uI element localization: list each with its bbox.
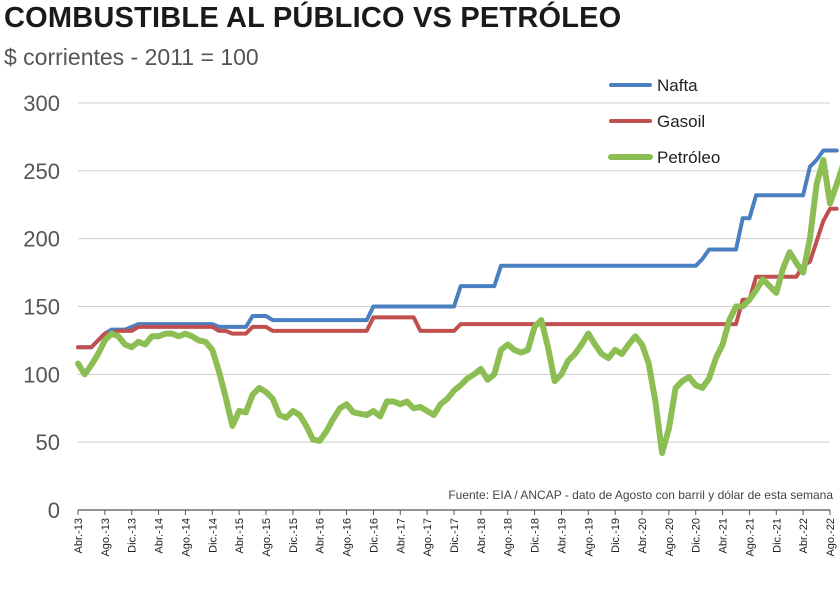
x-tick-label: Ago.-17	[422, 518, 434, 557]
x-tick-label: Dic.-21	[771, 518, 783, 553]
x-tick-label: Dic.-15	[288, 518, 300, 553]
x-tick-label: Dic.-13	[127, 518, 139, 553]
series-line-petroleo	[75, 157, 840, 456]
x-tick-label: Ago.-19	[583, 518, 595, 557]
x-tick-label: Abr.-21	[718, 518, 730, 553]
x-tick-label: Abr.-14	[154, 518, 166, 553]
y-tick-label: 300	[23, 91, 60, 116]
y-tick-label: 50	[36, 430, 60, 455]
x-tick-label: Ago.-13	[100, 518, 112, 557]
legend-label-petroleo: Petróleo	[657, 148, 720, 167]
x-tick-label: Dic.-20	[691, 518, 703, 553]
x-tick-label: Abr.-15	[234, 518, 246, 553]
y-tick-label: 0	[48, 498, 60, 523]
x-tick-label: Abr.-20	[637, 518, 649, 553]
x-tick-label: Ago.-16	[342, 518, 354, 557]
legend: Nafta Gasoil Petróleo	[608, 76, 720, 167]
series-line-nafta	[76, 148, 839, 350]
x-tick-label: Dic.-19	[610, 518, 622, 553]
x-axis-ticks: Abr.-13 Ago.-13 Dic.-13 Abr.-14 Ago.-14 Dic.-…	[73, 510, 837, 557]
x-tick-label: Abr.-19	[556, 518, 568, 553]
series-line-gasoil	[76, 206, 839, 350]
x-tick-label: Ago.-18	[503, 518, 515, 557]
x-tick-label: Dic.-16	[368, 518, 380, 553]
x-tick-label: Abr.-13	[73, 518, 85, 553]
x-tick-label: Abr.-17	[395, 518, 407, 553]
x-tick-label: Abr.-16	[315, 518, 327, 553]
y-tick-label: 250	[23, 159, 60, 184]
x-tick-label: Ago.-21	[744, 518, 756, 557]
y-axis-ticks: 0 50 100 150 200 250 300	[23, 91, 60, 523]
chart-subtitle: $ corrientes - 2011 = 100	[4, 44, 259, 70]
x-tick-label: Ago.-15	[261, 518, 273, 557]
x-tick-label: Abr.-22	[798, 518, 810, 553]
x-tick-label: Ago.-14	[180, 518, 192, 557]
chart-title: COMBUSTIBLE AL PÚBLICO VS PETRÓLEO	[4, 2, 622, 34]
series-lines	[75, 148, 840, 456]
x-tick-label: Dic.-17	[449, 518, 461, 553]
y-tick-label: 200	[23, 227, 60, 252]
x-tick-label: Ago.-22	[825, 518, 837, 557]
y-tick-label: 150	[23, 295, 60, 320]
y-tick-label: 100	[23, 362, 60, 387]
x-tick-label: Dic.-18	[530, 518, 542, 553]
x-tick-label: Abr.-18	[476, 518, 488, 553]
x-tick-label: Dic.-14	[207, 518, 219, 553]
legend-label-nafta: Nafta	[657, 76, 698, 95]
source-note: Fuente: EIA / ANCAP - dato de Agosto con…	[448, 488, 833, 502]
legend-label-gasoil: Gasoil	[657, 112, 705, 131]
x-tick-label: Ago.-20	[664, 518, 676, 557]
